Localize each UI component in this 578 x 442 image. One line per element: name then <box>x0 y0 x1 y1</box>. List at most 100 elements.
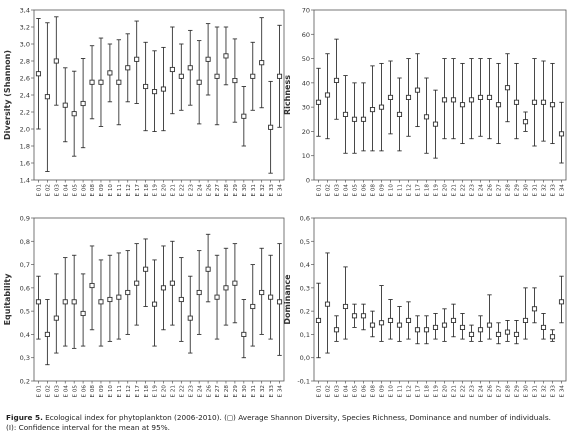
x-tick-label: E 18 <box>144 184 150 197</box>
errorbar <box>232 38 238 123</box>
x-tick-label: E 34 <box>560 385 566 398</box>
plot-frame <box>33 9 285 181</box>
y-tick-label: 2,8 <box>20 58 30 66</box>
mean-marker <box>134 280 140 286</box>
x-tick-label: E 08 <box>371 184 377 197</box>
mean-marker <box>522 119 529 125</box>
errorbar <box>513 62 520 140</box>
x-tick-label: E 32 <box>260 184 266 196</box>
x-tick-label: E 30 <box>524 184 530 197</box>
chart-panel-3: 0,2 0,3 0,4 0,5 0,6 0,7 0,8 0,9 Equitability E 01… <box>3 215 285 398</box>
x-tick-label: E 28 <box>224 385 230 398</box>
errorbar <box>62 257 68 347</box>
x-tick-label: E 01 <box>317 184 323 197</box>
x-tick-label: E 21 <box>452 385 458 398</box>
errorbar <box>414 53 421 128</box>
mean-marker <box>98 79 104 85</box>
errorbar <box>196 250 202 335</box>
errorbar <box>80 58 86 149</box>
mean-marker <box>187 65 193 71</box>
errorbar <box>459 313 466 340</box>
y-tick-label: 0,0 <box>300 354 310 362</box>
mean-marker <box>522 317 529 324</box>
errorbar <box>468 58 475 140</box>
mean-marker <box>259 289 265 296</box>
mean-marker <box>432 121 439 127</box>
x-tick-label: E 05 <box>353 385 359 398</box>
errorbar <box>44 299 50 366</box>
mean-marker <box>178 296 184 303</box>
errorbar <box>333 38 340 120</box>
figure-caption: Figure 5. Ecological index for phytoplan… <box>6 413 576 433</box>
x-tick-label: E 20 <box>443 184 449 197</box>
x-tick-label: E 12 <box>126 385 132 397</box>
mean-marker <box>432 324 439 330</box>
errorbar <box>333 315 340 342</box>
y-tick-label: 3,4 <box>20 7 30 15</box>
mean-marker <box>387 94 394 100</box>
x-tick-label: E 34 <box>278 184 284 197</box>
mean-marker <box>71 299 77 305</box>
errorbar <box>80 273 86 347</box>
x-tick-label: E 02 <box>46 184 52 196</box>
x-tick-label: E 08 <box>90 385 96 398</box>
mean-marker <box>504 85 511 91</box>
mean-marker <box>396 322 403 328</box>
errorbar <box>540 313 547 340</box>
errorbar <box>324 53 331 140</box>
mean-marker <box>160 285 167 291</box>
errorbar <box>423 77 430 154</box>
x-tick-label: E 19 <box>153 184 159 197</box>
x-tick-label: E 08 <box>371 385 377 398</box>
errorbar <box>223 247 229 326</box>
errorbar <box>62 67 68 143</box>
y-tick-label: 0,2 <box>300 308 310 316</box>
mean-marker <box>196 79 202 85</box>
mean-marker <box>558 299 565 305</box>
mean-marker <box>71 111 77 117</box>
errorbar <box>259 247 265 335</box>
y-tick-label: 1,6 <box>20 160 30 168</box>
mean-marker <box>369 322 376 328</box>
mean-marker <box>89 79 95 85</box>
x-tick-label: E 09 <box>380 184 386 197</box>
x-tick-label: E 31 <box>533 385 539 398</box>
x-tick-label: E 06 <box>362 385 368 398</box>
x-tick-label: E 11 <box>398 385 404 398</box>
y-tick-label: 0,3 <box>300 284 310 292</box>
x-tick-label: E 21 <box>171 184 177 197</box>
x-tick-label: E 18 <box>425 184 431 197</box>
errorbar <box>214 254 220 340</box>
plot-frame <box>313 9 567 181</box>
x-tick-label: E 34 <box>278 385 284 398</box>
x-tick-label: E 10 <box>389 385 395 398</box>
x-tick-label: E 19 <box>434 385 440 398</box>
y-tick-label: 60 <box>302 31 310 39</box>
mean-marker <box>414 327 421 333</box>
mean-marker <box>324 92 331 98</box>
x-tick-label: E 29 <box>515 385 521 398</box>
x-tick-label: E 30 <box>524 385 530 398</box>
mean-marker <box>268 294 274 300</box>
mean-marker <box>241 331 247 337</box>
x-tick-label: E 28 <box>224 184 230 197</box>
y-tick-label: 2,4 <box>20 92 30 100</box>
errorbar <box>513 320 520 345</box>
mean-marker <box>423 114 430 120</box>
x-tick-label: E 26 <box>488 184 494 197</box>
errorbar <box>98 259 104 347</box>
x-tick-label: E 11 <box>398 184 404 197</box>
caption-text: Ecological index for phytoplankton (2006… <box>45 413 551 422</box>
mean-marker <box>276 73 283 79</box>
errorbar <box>107 254 113 342</box>
errorbar <box>405 58 412 137</box>
mean-marker <box>169 66 175 73</box>
mean-marker <box>360 116 367 122</box>
errorbar <box>71 254 77 349</box>
mean-marker <box>44 94 50 100</box>
errorbar <box>143 238 149 307</box>
y-tick-label: 10 <box>302 152 310 160</box>
mean-marker <box>232 77 238 84</box>
x-tick-label: E 11 <box>117 184 123 197</box>
